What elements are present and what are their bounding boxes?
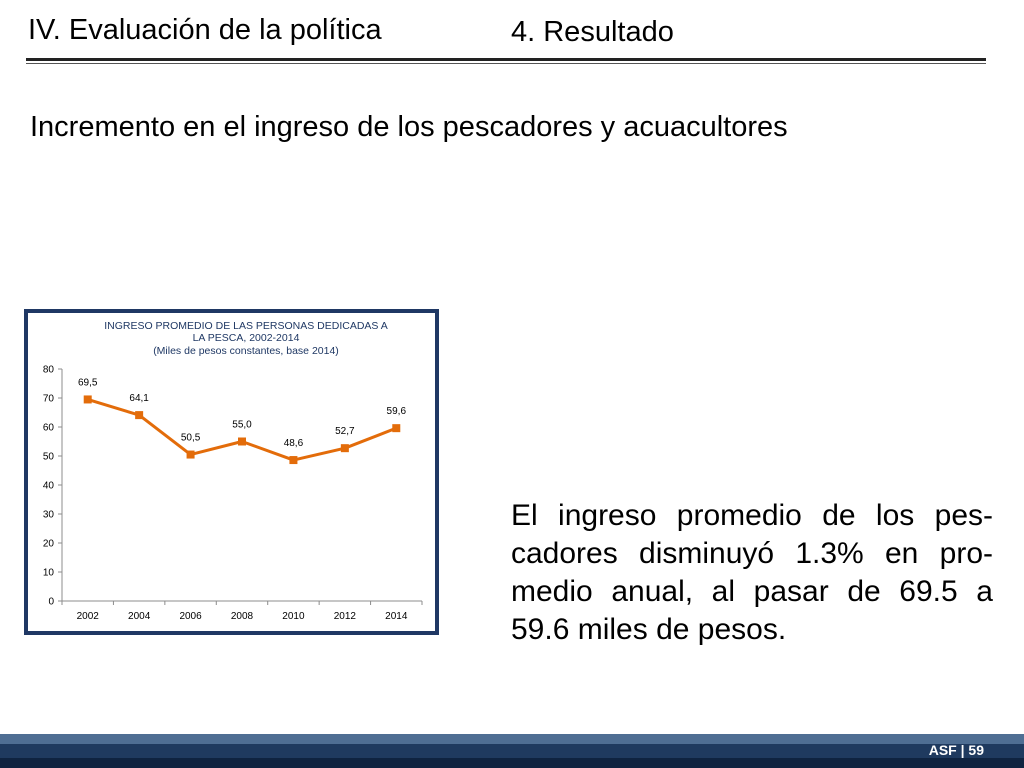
x-tick-label: 2012 [334,611,357,622]
y-tick-label: 40 [43,481,55,492]
chart-title-line: INGRESO PROMEDIO DE LAS PERSONAS DEDICAD… [104,320,388,332]
data-point-marker [289,456,298,465]
summary-text: El ingreso promedio de los pes-cadores d… [511,499,993,646]
data-label: 50,5 [181,433,201,444]
data-label: 64,1 [129,393,149,404]
data-point-marker [83,395,92,404]
footer-band [0,744,1024,758]
chart-title-line: LA PESCA, 2002-2014 [193,332,300,344]
x-tick-label: 2014 [385,611,408,622]
footer-page-label: ASF | 59 [928,742,984,758]
x-tick-label: 2010 [282,611,305,622]
y-tick-label: 70 [43,394,55,405]
footer-band [0,758,1024,768]
income-line-chart: INGRESO PROMEDIO DE LAS PERSONAS DEDICAD… [43,320,423,622]
data-label: 48,6 [284,438,304,449]
y-tick-label: 0 [48,597,54,608]
data-point-marker [135,411,144,420]
slide-subtitle: Incremento en el ingreso de los pescador… [30,111,788,143]
chart-frame: INGRESO PROMEDIO DE LAS PERSONAS DEDICAD… [24,309,439,635]
chart-title-line: (Miles de pesos constantes, base 2014) [153,345,339,357]
data-point-marker [186,450,195,459]
x-tick-label: 2008 [231,611,254,622]
y-tick-label: 30 [43,510,55,521]
x-tick-label: 2006 [179,611,202,622]
x-tick-label: 2004 [128,611,151,622]
y-tick-label: 10 [43,568,55,579]
x-tick-label: 2002 [77,611,100,622]
data-label: 52,7 [335,426,355,437]
data-point-marker [238,437,246,446]
data-label: 55,0 [232,420,252,431]
data-point-marker [392,424,401,433]
y-tick-label: 50 [43,452,55,463]
data-point-marker [340,444,349,453]
topic-title: 4. Resultado [511,16,674,48]
y-tick-label: 20 [43,539,55,550]
header-rule [26,58,986,61]
data-label: 69,5 [78,377,98,388]
data-label: 59,6 [387,406,407,417]
section-title: IV. Evaluación de la política [28,14,382,46]
header-rule-thin [26,63,986,64]
footer-band [0,734,1024,744]
y-tick-label: 60 [43,423,55,434]
y-tick-label: 80 [43,365,55,376]
